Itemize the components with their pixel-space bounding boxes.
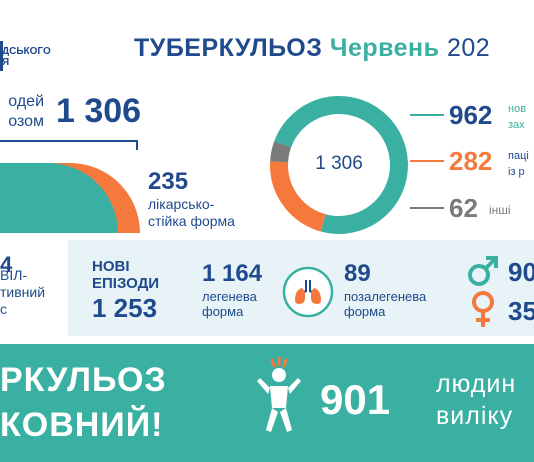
people-total: 1 306 [56,92,142,130]
pulmonary-value: 1 164 [202,260,263,287]
hiv-label: ВІЛ- тивний с [0,267,46,317]
extrapulmonary-value: 89 [344,260,371,287]
legend-line-relapse [410,160,444,162]
legend-line-other [410,207,444,209]
cured-label: людин виліку [436,370,517,430]
donut-slice-other [270,96,408,234]
legend-label-new: нов зах [508,103,527,131]
legend-label-other: інші [489,203,511,217]
male-symbol-icon [468,256,498,286]
bracket-line [0,140,138,150]
new-episodes-value: 1 253 [92,293,158,323]
person-cheering-icon [257,356,301,432]
title-month: Червень [329,34,440,62]
legend-line-new [410,114,444,116]
legend-label-relapse: паці із р [508,150,529,178]
people-label: одей озом [8,93,44,130]
new-episodes-label: НОВІ ЕПІЗОДИ [92,258,160,292]
organization-logo-text: ДСЬКОГО Я [2,46,51,68]
male-value: 90 [508,257,534,287]
hiv-number: 4 [0,252,13,277]
donut-center-label: 1 306 [315,153,363,174]
extrapulmonary-label: позалегенева форма [344,289,427,319]
legend-value-new: 962 [449,100,493,130]
lungs-icon [282,266,334,318]
cured-value: 901 [320,376,391,423]
female-value: 35 [508,296,534,326]
page-title: ТУБЕРКУЛЬОЗ Червень 202 [134,34,490,63]
title-main: ТУБЕРКУЛЬОЗ [134,34,323,62]
bottom-banner [0,344,534,462]
legend-value-relapse: 282 [449,146,493,176]
donut-slice-relapse [270,96,408,234]
legend-value-other: 62 [449,193,478,223]
female-symbol-icon [472,291,494,327]
cases-donut-chart [270,96,408,234]
logo-mark [0,41,3,71]
drug-resistant-label: лікарсько- стійка форма [148,196,235,229]
title-year: 202 [446,34,491,62]
banner-slogan: РКУЛЬОЗ КОВНИЙ! [0,361,167,444]
drug-resistant-value: 235 [148,168,189,195]
pulmonary-label: легенева форма [202,289,257,319]
